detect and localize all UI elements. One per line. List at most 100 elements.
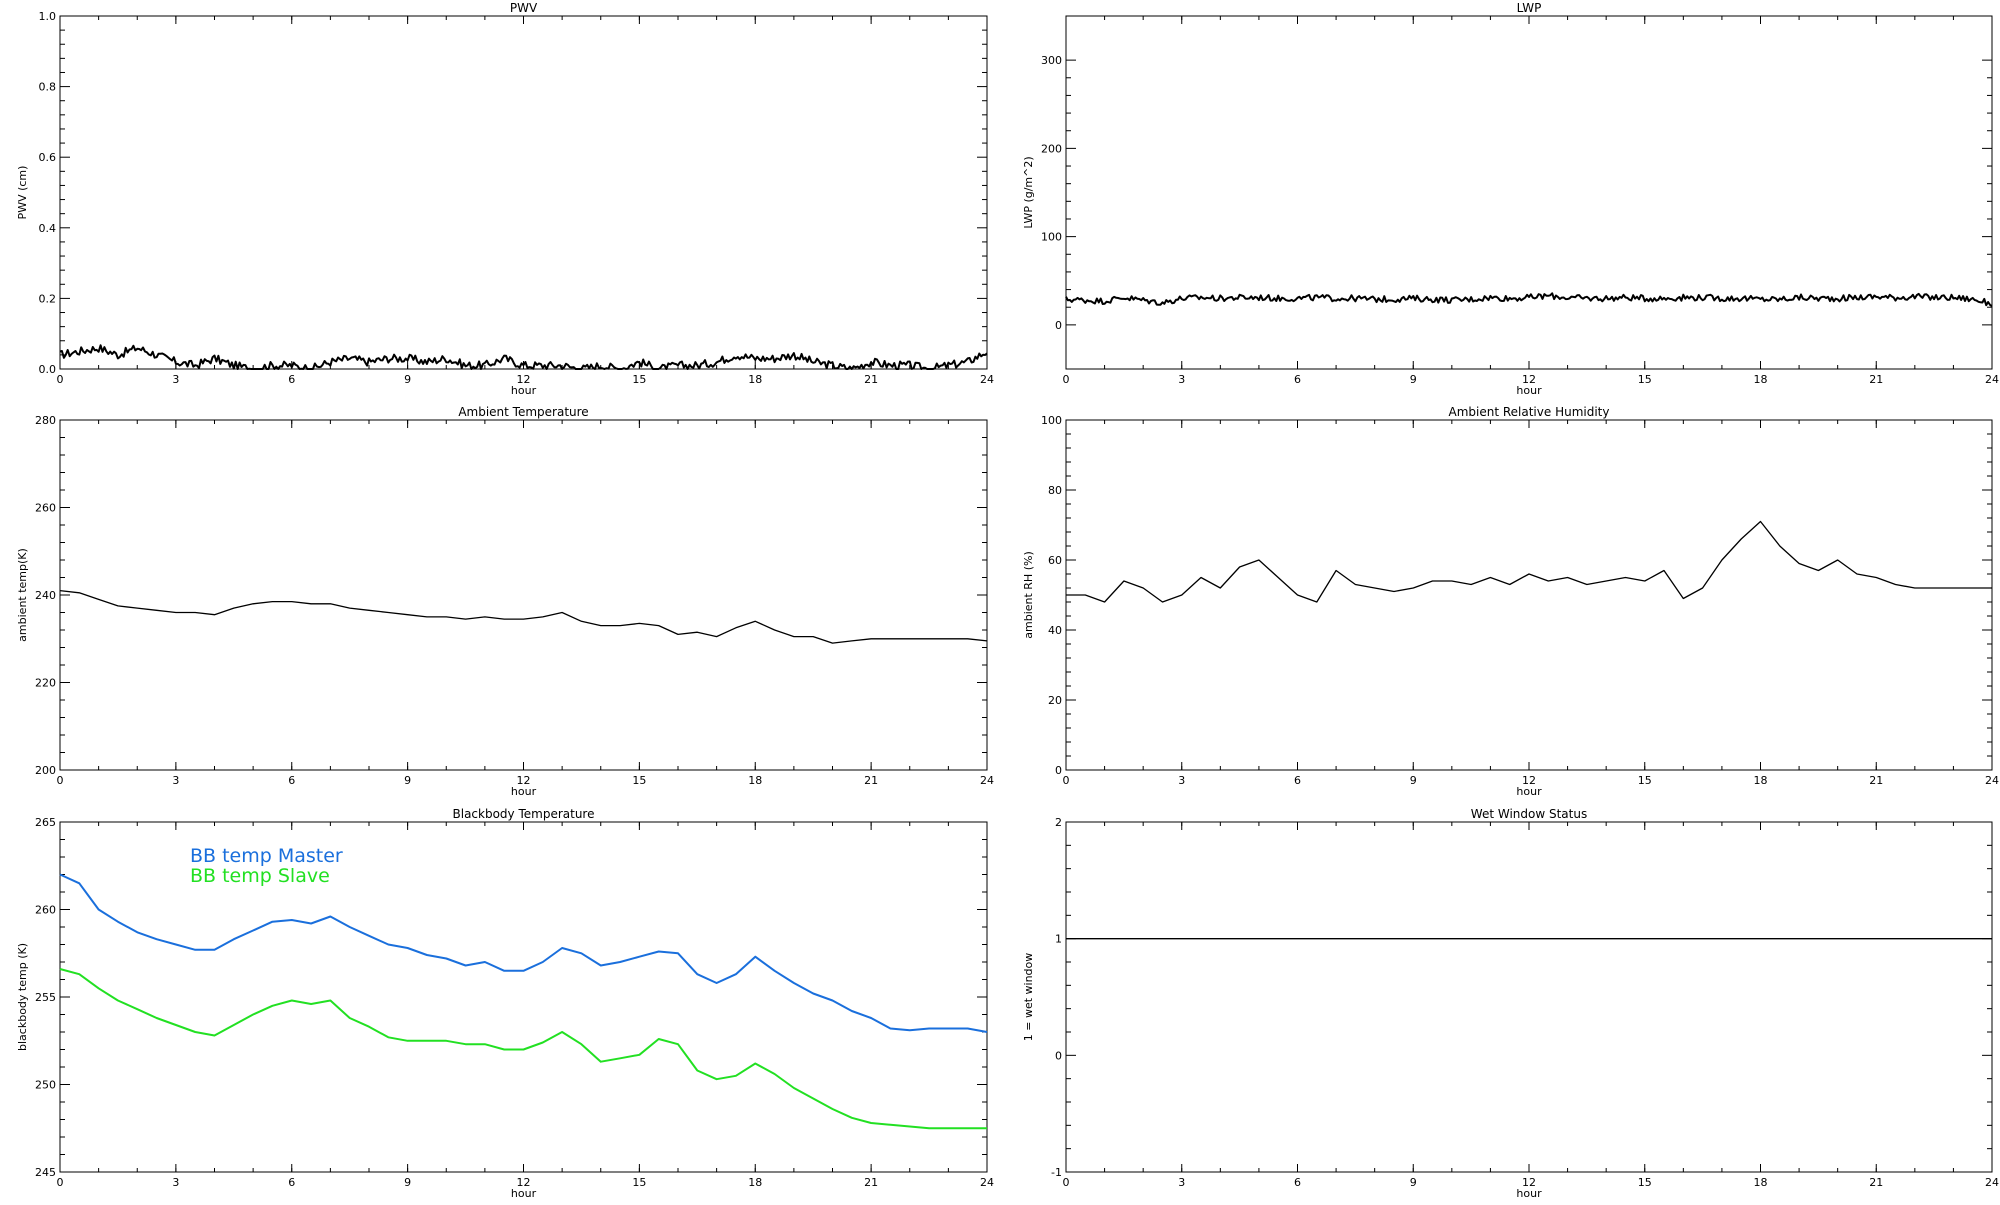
y-tick-label: 300	[1041, 54, 1062, 67]
y-axis-title: LWP (g/m^2)	[1022, 156, 1035, 228]
x-tick-label: 9	[1410, 774, 1417, 787]
x-tick-label: 21	[864, 373, 878, 386]
chart-title: PWV	[510, 1, 538, 15]
y-tick-label: 260	[35, 502, 56, 515]
x-tick-label: 24	[980, 373, 994, 386]
y-tick-label: 2	[1055, 816, 1062, 829]
y-tick-label: 245	[35, 1166, 56, 1179]
x-tick-label: 12	[517, 774, 531, 787]
x-tick-label: 12	[517, 1176, 531, 1189]
plot-frame	[1065, 15, 1993, 370]
chart-title: Wet Window Status	[1471, 807, 1587, 821]
chart-panel-ambient-rh: Ambient Relative Humidity 0 3 6 9 12 15 18 21 24 0…	[1022, 405, 1999, 798]
x-tick-label: 9	[1410, 1176, 1417, 1189]
chart-title: LWP	[1517, 1, 1542, 15]
x-axis-title: hour	[511, 1187, 537, 1200]
x-tick-label: 18	[748, 373, 762, 386]
plot-frame	[59, 419, 988, 771]
series-line-lwp	[1065, 292, 1993, 307]
x-tick-label: 15	[632, 373, 646, 386]
x-tick-label: 0	[1063, 1176, 1070, 1189]
x-tick-label: 0	[57, 774, 64, 787]
x-tick-label: 21	[864, 774, 878, 787]
y-tick-label: 260	[35, 904, 56, 917]
x-tick-label: 0	[57, 1176, 64, 1189]
series-line-ambient-rh	[1066, 520, 1992, 603]
x-tick-label: 0	[57, 373, 64, 386]
chart-title: Blackbody Temperature	[453, 807, 595, 821]
y-tick-label: 1	[1055, 933, 1062, 946]
legend-entry-bb-temp-master: BB temp Master	[190, 845, 343, 867]
y-axis-title: ambient temp(K)	[16, 548, 29, 642]
chart-title: Ambient Temperature	[458, 405, 588, 419]
x-tick-label: 15	[632, 1176, 646, 1189]
y-tick-label: 0	[1055, 1049, 1062, 1062]
x-axis-title: hour	[511, 785, 537, 798]
y-tick-label: 0	[1055, 319, 1062, 332]
y-tick-label: 0.2	[39, 292, 57, 305]
x-tick-label: 12	[517, 373, 531, 386]
y-tick-label: 0	[1055, 764, 1062, 777]
x-tick-label: 21	[1869, 774, 1883, 787]
x-tick-label: 15	[1638, 373, 1652, 386]
x-tick-label: 3	[172, 373, 179, 386]
x-tick-label: 9	[404, 373, 411, 386]
series-line-ambient-temp	[59, 589, 988, 644]
chart-panel-ambient-temp: Ambient Temperature 0 3 6 9 12 15 18 21 24 200 220 2…	[16, 405, 994, 798]
x-tick-label: 0	[1063, 373, 1070, 386]
y-tick-label: 200	[35, 764, 56, 777]
x-tick-label: 24	[980, 774, 994, 787]
x-tick-label: 6	[288, 373, 295, 386]
x-tick-label: 0	[1063, 774, 1070, 787]
x-tick-label: 3	[172, 774, 179, 787]
y-tick-label: 250	[35, 1079, 56, 1092]
plot-frame	[1065, 419, 1993, 771]
x-tick-label: 6	[1294, 774, 1301, 787]
y-axis-title: 1 = wet window	[1022, 953, 1035, 1042]
x-axis-title: hour	[1516, 785, 1542, 798]
x-tick-label: 18	[1754, 373, 1768, 386]
y-tick-label: 0.4	[39, 222, 57, 235]
legend-entry-bb-temp-slave: BB temp Slave	[190, 865, 330, 887]
x-axis-title: hour	[1516, 384, 1542, 397]
x-axis-title: hour	[1516, 1187, 1542, 1200]
series-line-bb-temp-master	[59, 873, 988, 1033]
x-tick-label: 3	[172, 1176, 179, 1189]
y-tick-label: 100	[1041, 414, 1062, 427]
x-tick-label: 18	[1754, 1176, 1768, 1189]
y-tick-label: 0.6	[39, 151, 57, 164]
chart-panel-lwp: LWP 0 3 6 9 12 15 18 21 24 0 100 200 300 hour LWP (g/m^…	[1022, 1, 1999, 397]
x-tick-label: 24	[980, 1176, 994, 1189]
x-tick-label: 18	[748, 1176, 762, 1189]
x-tick-label: 24	[1985, 774, 1999, 787]
chart-panel-pwv: PWV 0 3 6 9 12 15 18 21 24 0.0 0.2 0.4 0.6 0.8 1.0 hour P…	[16, 1, 994, 397]
y-tick-label: 100	[1041, 231, 1062, 244]
x-tick-label: 6	[1294, 1176, 1301, 1189]
x-tick-label: 3	[1178, 1176, 1185, 1189]
x-tick-label: 6	[288, 1176, 295, 1189]
x-tick-label: 18	[1754, 774, 1768, 787]
y-tick-label: 240	[35, 589, 56, 602]
x-tick-label: 21	[1869, 1176, 1883, 1189]
y-tick-label: 60	[1048, 554, 1062, 567]
x-tick-label: 6	[288, 774, 295, 787]
y-tick-label: 0.0	[39, 363, 57, 376]
x-tick-label: 24	[1985, 373, 1999, 386]
y-tick-label: 40	[1048, 624, 1062, 637]
x-tick-label: 24	[1985, 1176, 1999, 1189]
x-tick-label: 12	[1522, 373, 1536, 386]
y-tick-label: 0.8	[39, 81, 57, 94]
y-tick-label: 280	[35, 414, 56, 427]
series-line-pwv	[59, 344, 988, 370]
x-tick-label: 3	[1178, 373, 1185, 386]
x-tick-label: 9	[1410, 373, 1417, 386]
x-tick-label: 15	[1638, 1176, 1652, 1189]
y-axis-title: blackbody temp (K)	[16, 943, 29, 1051]
x-tick-label: 9	[404, 1176, 411, 1189]
x-axis-title: hour	[511, 384, 537, 397]
chart-panel-blackbody-temp: Blackbody Temperature 0 3 6 9 12 15 18 21 24 245 25…	[16, 807, 994, 1200]
x-tick-label: 12	[1522, 774, 1536, 787]
plot-frame	[1065, 821, 1993, 1173]
